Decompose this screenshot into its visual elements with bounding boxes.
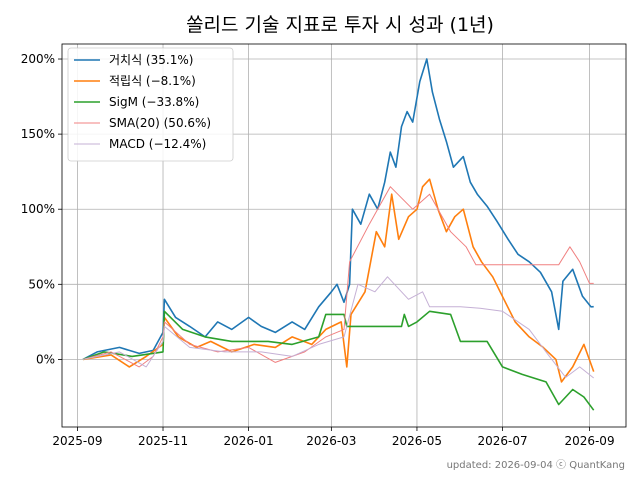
y-axis-ticks: 0% 50% 100% 150% 200% bbox=[21, 52, 55, 366]
series-line-1 bbox=[82, 58, 594, 361]
x-tick-label: 2026-05 bbox=[392, 434, 442, 448]
series-line-3 bbox=[82, 310, 595, 411]
y-tick-label: 100% bbox=[21, 202, 55, 216]
legend-label: 거치식 (35.1%) bbox=[109, 53, 193, 67]
y-tick-label: 200% bbox=[21, 52, 55, 66]
x-tick-label: 2025-09 bbox=[52, 434, 102, 448]
x-tick-label: 2026-01 bbox=[224, 434, 274, 448]
legend-box bbox=[67, 47, 234, 162]
legend-label: SigM (−33.8%) bbox=[109, 95, 199, 109]
legend-label: 적립식 (−8.1%) bbox=[109, 74, 196, 88]
y-tick-label: 150% bbox=[21, 127, 55, 141]
legend: 거치식 (35.1%) 적립식 (−8.1%) SigM (−33.8%) SMA(2… bbox=[67, 47, 234, 162]
x-tick-label: 2026-07 bbox=[477, 434, 527, 448]
x-axis-ticks: 2025-09 2025-11 2026-01 2026-03 2026-05 2026-… bbox=[52, 434, 614, 448]
legend-label: SMA(20) (50.6%) bbox=[109, 116, 211, 130]
y-tick-label: 50% bbox=[28, 277, 55, 291]
legend-label: MACD (−12.4%) bbox=[109, 137, 206, 151]
x-tick-label: 2026-03 bbox=[306, 434, 356, 448]
x-tick-label: 2025-11 bbox=[138, 434, 188, 448]
footer-credit: updated: 2026-09-04 ⓒ QuantKang bbox=[447, 459, 625, 471]
series-line-2 bbox=[82, 178, 595, 383]
series-lines bbox=[82, 58, 595, 411]
plot-frame bbox=[61, 43, 627, 428]
x-tick-label: 2026-09 bbox=[564, 434, 614, 448]
series-line-5 bbox=[82, 276, 595, 379]
chart-title: 쏠리드 기술 지표로 투자 시 성과 (1년) bbox=[186, 14, 494, 36]
y-tick-label: 0% bbox=[36, 352, 55, 366]
